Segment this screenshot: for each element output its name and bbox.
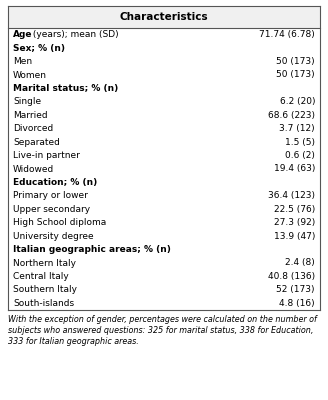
Text: Upper secondary: Upper secondary — [13, 205, 90, 214]
Text: South-islands: South-islands — [13, 299, 74, 308]
Text: Single: Single — [13, 97, 41, 106]
Text: 68.6 (223): 68.6 (223) — [268, 111, 315, 120]
Bar — [8, 6, 320, 28]
Text: 1.5 (5): 1.5 (5) — [285, 138, 315, 147]
Text: 0.6 (2): 0.6 (2) — [285, 151, 315, 160]
Text: Widowed: Widowed — [13, 164, 54, 174]
Text: Education; % (n): Education; % (n) — [13, 178, 97, 187]
Text: 3.7 (12): 3.7 (12) — [279, 124, 315, 133]
Text: Women: Women — [13, 70, 47, 80]
Text: 50 (173): 50 (173) — [277, 70, 315, 80]
Text: 6.2 (20): 6.2 (20) — [279, 97, 315, 106]
Text: Primary or lower: Primary or lower — [13, 191, 88, 200]
Text: 4.8 (16): 4.8 (16) — [279, 299, 315, 308]
Text: 52 (173): 52 (173) — [277, 285, 315, 294]
Text: 19.4 (63): 19.4 (63) — [274, 164, 315, 174]
Text: Live-in partner: Live-in partner — [13, 151, 80, 160]
Text: 22.5 (76): 22.5 (76) — [274, 205, 315, 214]
Text: Southern Italy: Southern Italy — [13, 285, 77, 294]
Text: 40.8 (136): 40.8 (136) — [268, 272, 315, 281]
Text: Divorced: Divorced — [13, 124, 53, 133]
Text: (years); mean (SD): (years); mean (SD) — [30, 30, 119, 39]
Text: Separated: Separated — [13, 138, 60, 147]
Text: Married: Married — [13, 111, 48, 120]
Text: Central Italy: Central Italy — [13, 272, 69, 281]
Text: Northern Italy: Northern Italy — [13, 258, 76, 268]
Text: 2.4 (8): 2.4 (8) — [285, 258, 315, 268]
Text: 36.4 (123): 36.4 (123) — [268, 191, 315, 200]
Text: With the exception of gender, percentages were calculated on the number of
subje: With the exception of gender, percentage… — [8, 315, 317, 346]
Text: Men: Men — [13, 57, 32, 66]
Text: Age: Age — [13, 30, 32, 39]
Text: 50 (173): 50 (173) — [277, 57, 315, 66]
Text: Sex; % (n): Sex; % (n) — [13, 44, 65, 53]
Text: Marital status; % (n): Marital status; % (n) — [13, 84, 118, 93]
Text: University degree: University degree — [13, 232, 93, 241]
Text: High School diploma: High School diploma — [13, 218, 106, 227]
Text: Characteristics: Characteristics — [120, 12, 208, 22]
Text: Italian geographic areas; % (n): Italian geographic areas; % (n) — [13, 245, 171, 254]
Text: 13.9 (47): 13.9 (47) — [274, 232, 315, 241]
Text: 27.3 (92): 27.3 (92) — [274, 218, 315, 227]
Text: 71.74 (6.78): 71.74 (6.78) — [259, 30, 315, 39]
